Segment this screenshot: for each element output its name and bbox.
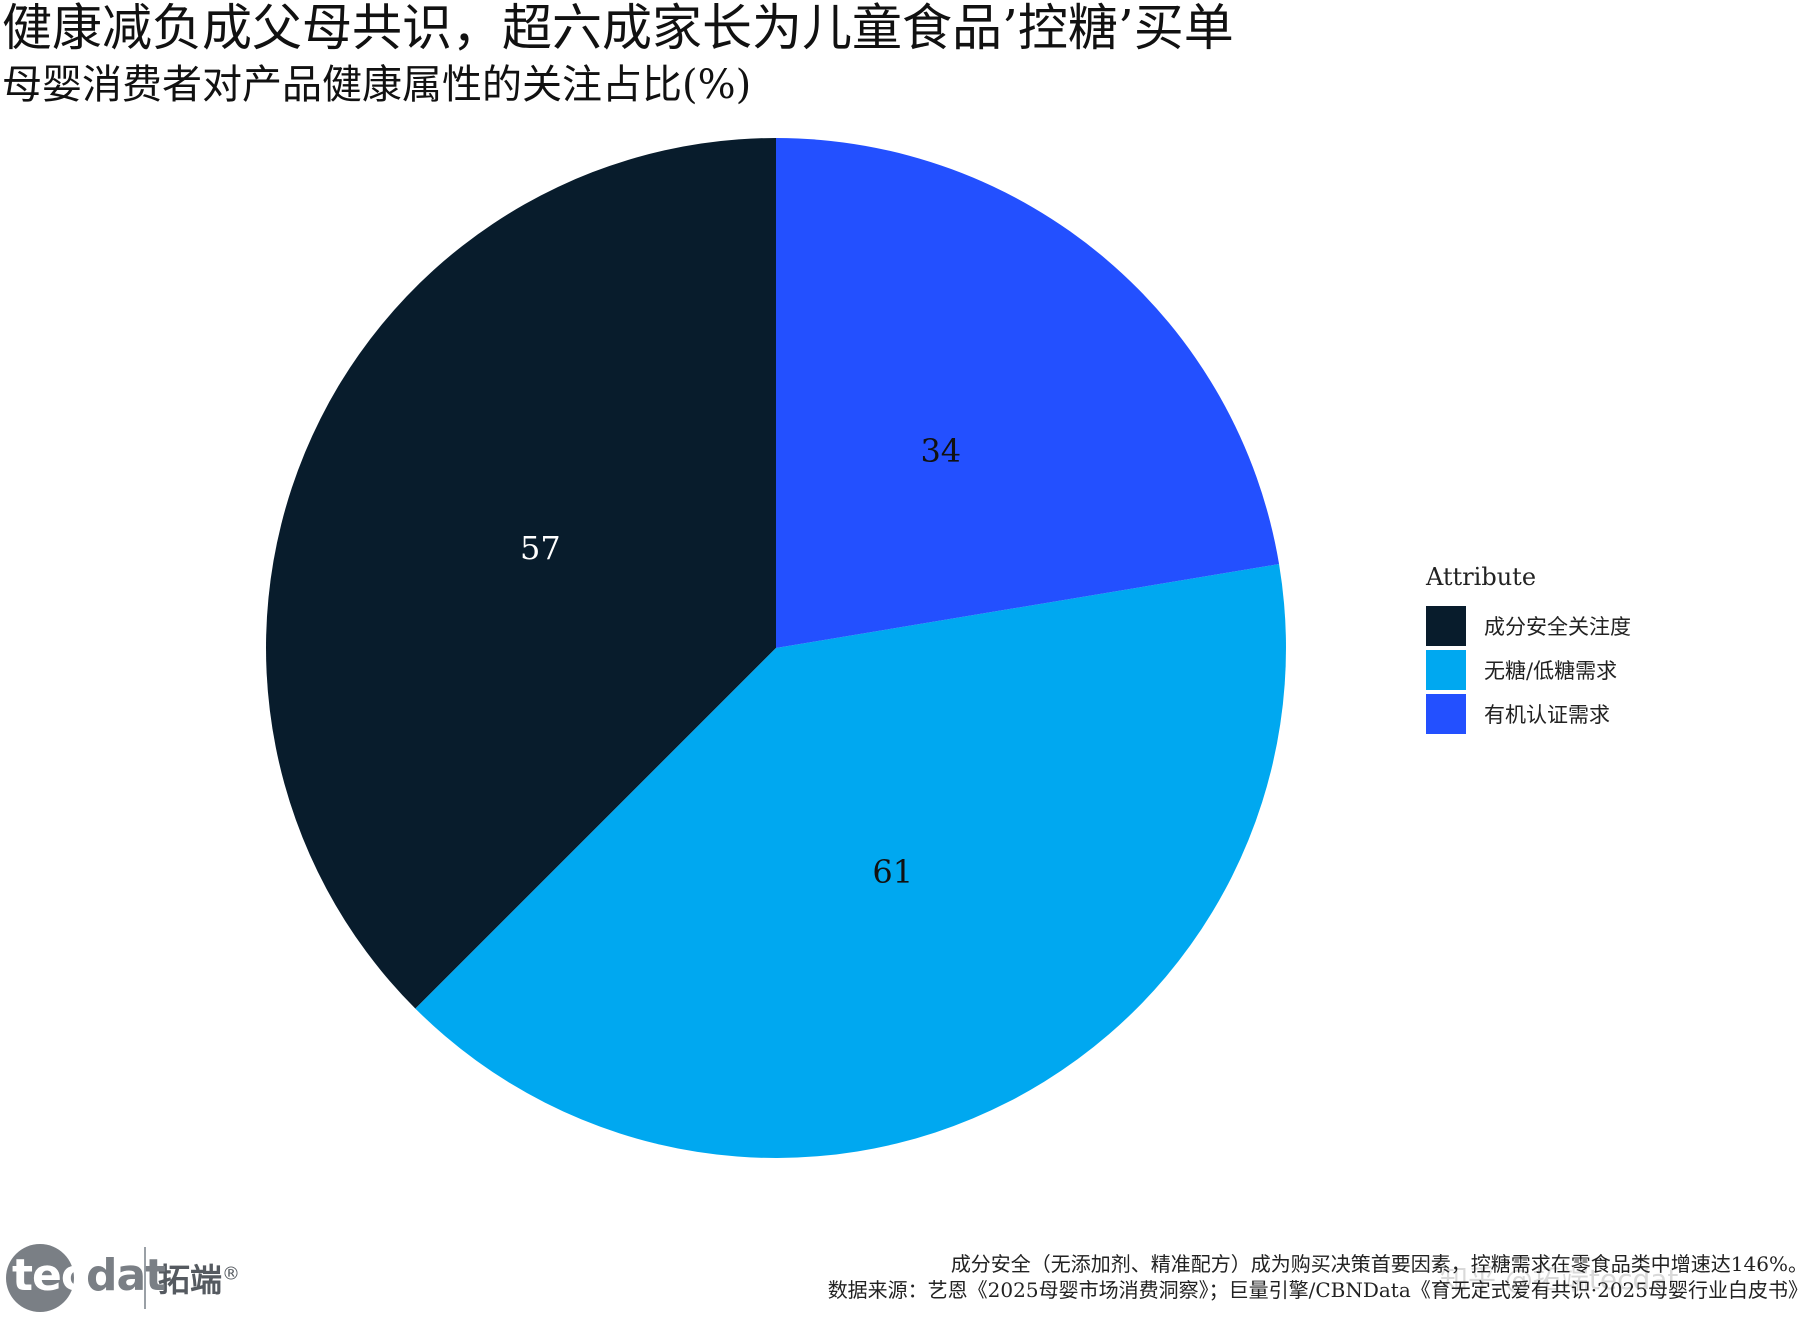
footnote: 成分安全（无添加剂、精准配方）成为购买决策首要因素，控糖需求在零食品类中增速达1… [950, 1252, 1808, 1276]
tecdat-logo: tecdat 拓端® [6, 1240, 240, 1316]
legend-label-ingredient-safety: 成分安全关注度 [1484, 615, 1631, 639]
legend-label-organic: 有机认证需求 [1484, 703, 1610, 727]
pie-slice-low-sugar [415, 564, 1286, 1158]
pie-slice-organic [776, 138, 1280, 648]
chart-title: 健康减负成父母共识，超六成家长为儿童食品’控糖’买单 [2, 0, 1234, 57]
chart-subtitle: 母婴消费者对产品健康属性的关注占比(%) [2, 62, 752, 108]
logo-text: tecdat [12, 1250, 166, 1301]
watermark: 知乎 @拓端tecdat [1440, 1263, 1679, 1296]
logo-mark: tecdat [6, 1240, 166, 1316]
legend-swatch-low-sugar [1426, 650, 1466, 690]
legend-label-low-sugar: 无糖/低糖需求 [1484, 659, 1618, 683]
pie-label-organic: 34 [920, 432, 961, 470]
legend-title: Attribute [1426, 563, 1537, 591]
logo-chinese-name: 拓端® [158, 1261, 241, 1299]
logo-circle-icon [6, 1244, 74, 1312]
pie-slice-ingredient-safety [266, 138, 776, 1009]
legend-swatch-ingredient-safety [1426, 606, 1466, 646]
pie-label-ingredient-safety: 57 [520, 529, 561, 567]
legend-swatch-organic [1426, 694, 1466, 734]
legend-item-ingredient-safety: 成分安全关注度 [1426, 604, 1631, 648]
legend: Attribute 成分安全关注度 无糖/低糖需求 有机认证需求 [1426, 562, 1631, 736]
pie-label-low-sugar: 61 [872, 853, 913, 891]
legend-item-low-sugar: 无糖/低糖需求 [1426, 648, 1631, 692]
logo-divider [144, 1247, 146, 1309]
data-source: 数据来源：艺恩《2025母婴市场消费洞察》；巨量引擎/CBNData《育无定式爱… [827, 1278, 1808, 1302]
legend-item-organic: 有机认证需求 [1426, 692, 1631, 736]
